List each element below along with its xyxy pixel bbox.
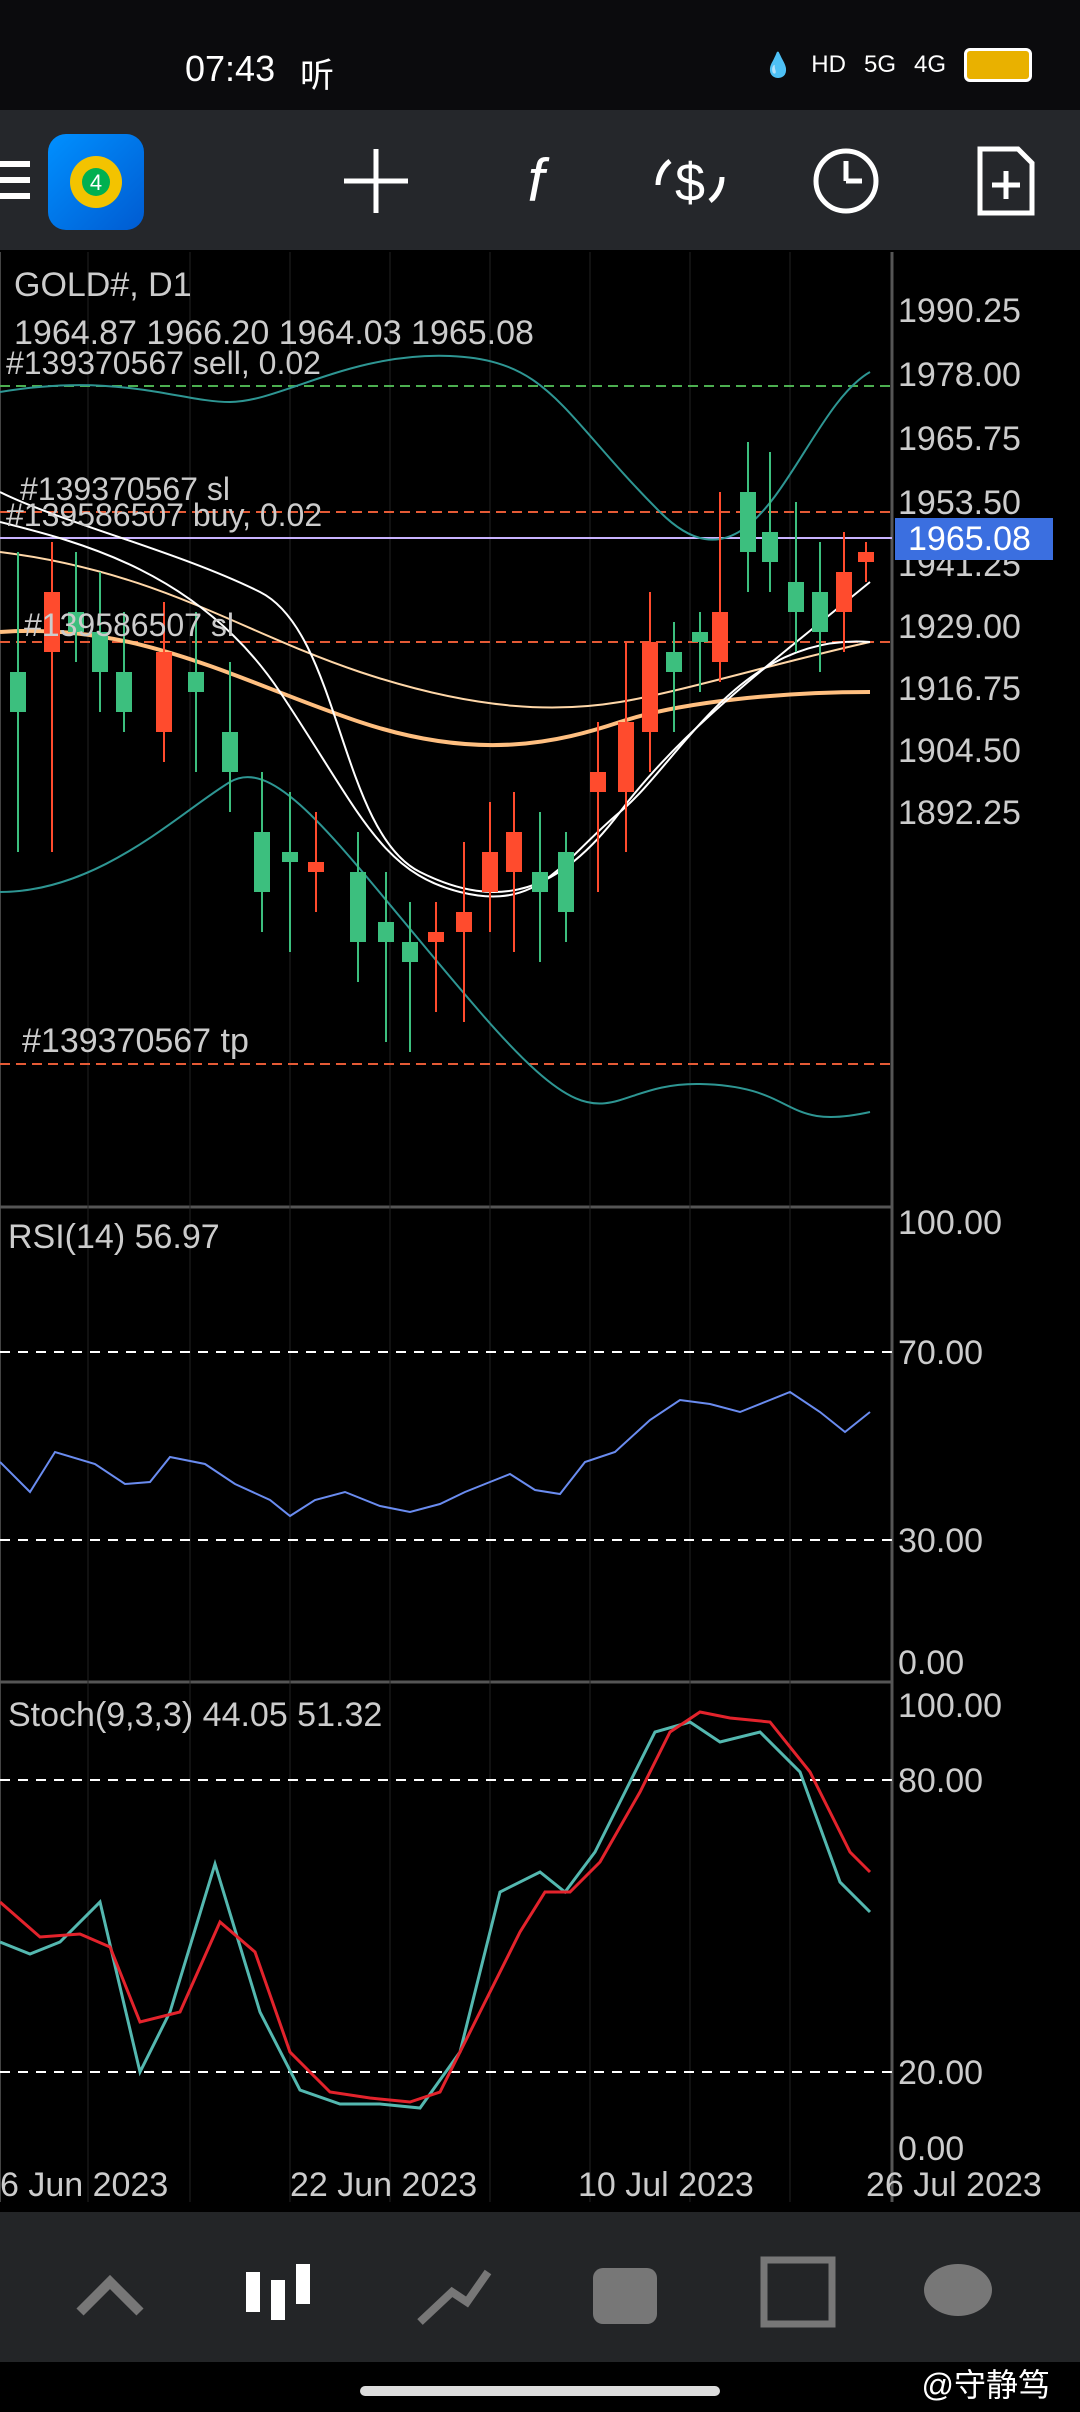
candle-body: [788, 582, 804, 612]
price-badge: [895, 518, 1053, 560]
stoch-label: Stoch(9,3,3) 44.05 51.32: [8, 1696, 382, 1734]
candle-body: [618, 722, 634, 792]
svg-text:4: 4: [90, 170, 102, 195]
status-carrier-note: 听: [300, 57, 334, 95]
menu-icon[interactable]: [0, 155, 40, 205]
candle-body: [666, 652, 682, 672]
candle-body: [92, 632, 108, 672]
stoch-tick: 0.00: [898, 2130, 964, 2168]
stoch-tick: 20.00: [898, 2054, 983, 2092]
candle-body: [68, 612, 84, 632]
candle-body: [482, 852, 498, 892]
crosshair-icon[interactable]: [340, 145, 412, 217]
candle-body: [222, 732, 238, 772]
battery-icon: [964, 48, 1032, 82]
price-tick: 1965.75: [898, 420, 1021, 458]
candle-body: [282, 852, 298, 862]
bottom-nav: [0, 2212, 1080, 2362]
history-icon[interactable]: [585, 2252, 665, 2332]
chart-area[interactable]: 1990.25 1978.00 1965.75 1953.50 1941.25 1929.…: [0, 252, 1080, 2212]
date-label: 6 Jun 2023: [0, 2166, 168, 2202]
candle-body: [308, 862, 324, 872]
function-icon[interactable]: f: [500, 145, 572, 217]
candle-body: [762, 532, 778, 562]
date-label: 10 Jul 2023: [578, 2166, 754, 2202]
candle-body: [156, 652, 172, 732]
candle-body: [692, 632, 708, 642]
price-tick: 1990.25: [898, 292, 1021, 330]
rsi-label: RSI(14) 56.97: [8, 1218, 220, 1256]
rsi-tick: 100.00: [898, 1204, 1002, 1242]
price-badge-text: 1965.08: [908, 520, 1031, 558]
rsi-tick: 30.00: [898, 1522, 983, 1560]
home-indicator[interactable]: [360, 2386, 720, 2396]
price-tick: 1892.25: [898, 794, 1021, 832]
symbol-label: GOLD#, D1: [14, 266, 192, 304]
candle-body: [116, 672, 132, 712]
candle-body: [456, 912, 472, 932]
price-tick: 1929.00: [898, 608, 1021, 646]
order-label: #139370567 sl: [20, 471, 230, 507]
candle-body: [642, 642, 658, 732]
candle-body: [188, 672, 204, 692]
stoch-tick: 100.00: [898, 1687, 1002, 1725]
candle-body: [10, 672, 26, 712]
svg-text:f: f: [528, 147, 550, 214]
news-icon[interactable]: [758, 2252, 838, 2332]
svg-text:$: $: [675, 153, 705, 213]
drop-icon: 💧: [763, 51, 794, 79]
order-label: #139586507 buy, 0.02: [6, 497, 322, 533]
candle-body: [740, 492, 756, 552]
stoch-tick: 80.00: [898, 1762, 983, 1800]
ohlc-label: 1964.87 1966.20 1964.03 1965.08: [14, 314, 534, 352]
order-label: #139370567 sell, 0.02: [6, 345, 321, 381]
candle-body: [378, 922, 394, 942]
candle-body: [350, 872, 366, 942]
rsi-tick: 70.00: [898, 1334, 983, 1372]
messages-icon[interactable]: [918, 2252, 998, 2332]
date-label: 22 Jun 2023: [290, 2166, 477, 2202]
hd-icon: HD: [811, 51, 846, 78]
price-tick: 1904.50: [898, 732, 1021, 770]
candle-body: [812, 592, 828, 632]
candle-body: [506, 832, 522, 872]
quotes-icon[interactable]: [70, 2252, 150, 2332]
candle-body: [712, 612, 728, 662]
status-bar: 07:43 听 💧 HD 5G 4G: [0, 0, 1080, 110]
candle-body: [402, 942, 418, 962]
candle-body: [428, 932, 444, 942]
candle-body: [254, 832, 270, 892]
chart-icon[interactable]: [238, 2252, 318, 2332]
candle-body: [44, 592, 60, 652]
status-icons: 💧 HD 5G 4G: [763, 48, 1032, 82]
candle-body: [836, 572, 852, 612]
rsi-tick: 0.00: [898, 1644, 964, 1682]
candle-body: [590, 772, 606, 792]
trade-icon[interactable]: [412, 2252, 492, 2332]
signal-4g-icon: 4G: [913, 51, 946, 78]
watermark: @守静笃: [921, 2367, 1051, 2403]
clock-icon[interactable]: [810, 145, 882, 217]
order-label: #139370567 tp: [22, 1022, 249, 1060]
app-logo[interactable]: 4: [48, 134, 144, 230]
toolbar: 4 f $: [0, 110, 1080, 250]
status-time: 07:43: [185, 48, 276, 89]
candle-body: [558, 852, 574, 912]
price-tick: 1953.50: [898, 484, 1021, 522]
date-label: 26 Jul 2023: [866, 2166, 1042, 2202]
candle-body: [858, 552, 874, 562]
order-label: #139586507 sl: [24, 607, 234, 643]
new-order-icon[interactable]: [970, 145, 1042, 217]
trade-icon[interactable]: $: [650, 145, 725, 217]
signal-5g-icon: 5G: [863, 51, 896, 78]
price-tick: 1978.00: [898, 356, 1021, 394]
price-tick: 1916.75: [898, 670, 1021, 708]
candle-body: [532, 872, 548, 892]
